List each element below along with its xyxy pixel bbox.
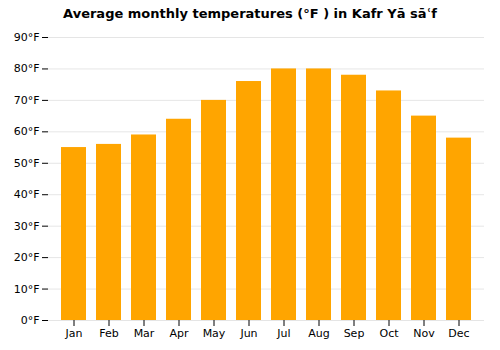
svg-text:Jan: Jan [65,327,83,340]
svg-text:Mar: Mar [134,327,155,340]
svg-text:Jun: Jun [239,327,257,340]
svg-text:Dec: Dec [448,327,469,340]
svg-text:70°F: 70°F [14,94,40,107]
svg-text:0°F: 0°F [21,314,40,327]
svg-text:10°F: 10°F [14,283,40,296]
svg-text:60°F: 60°F [14,125,40,138]
svg-text:Apr: Apr [169,327,189,340]
svg-text:20°F: 20°F [14,251,40,264]
svg-text:80°F: 80°F [14,62,40,75]
svg-text:Nov: Nov [413,327,435,340]
html-text:Average monthly temperatures (: Average monthly temperatures (°F ) in Ka… [63,6,437,21]
svg-text:Sep: Sep [344,327,365,340]
svg-text:90°F: 90°F [14,31,40,44]
svg-text:30°F: 30°F [14,220,40,233]
svg-text:40°F: 40°F [14,188,40,201]
svg-text:May: May [203,327,226,340]
svg-text:Jul: Jul [276,327,290,340]
svg-text:50°F: 50°F [14,157,40,170]
svg-text:Feb: Feb [99,327,118,340]
svg-text:Oct: Oct [379,327,399,340]
svg-text:Aug: Aug [308,327,329,340]
